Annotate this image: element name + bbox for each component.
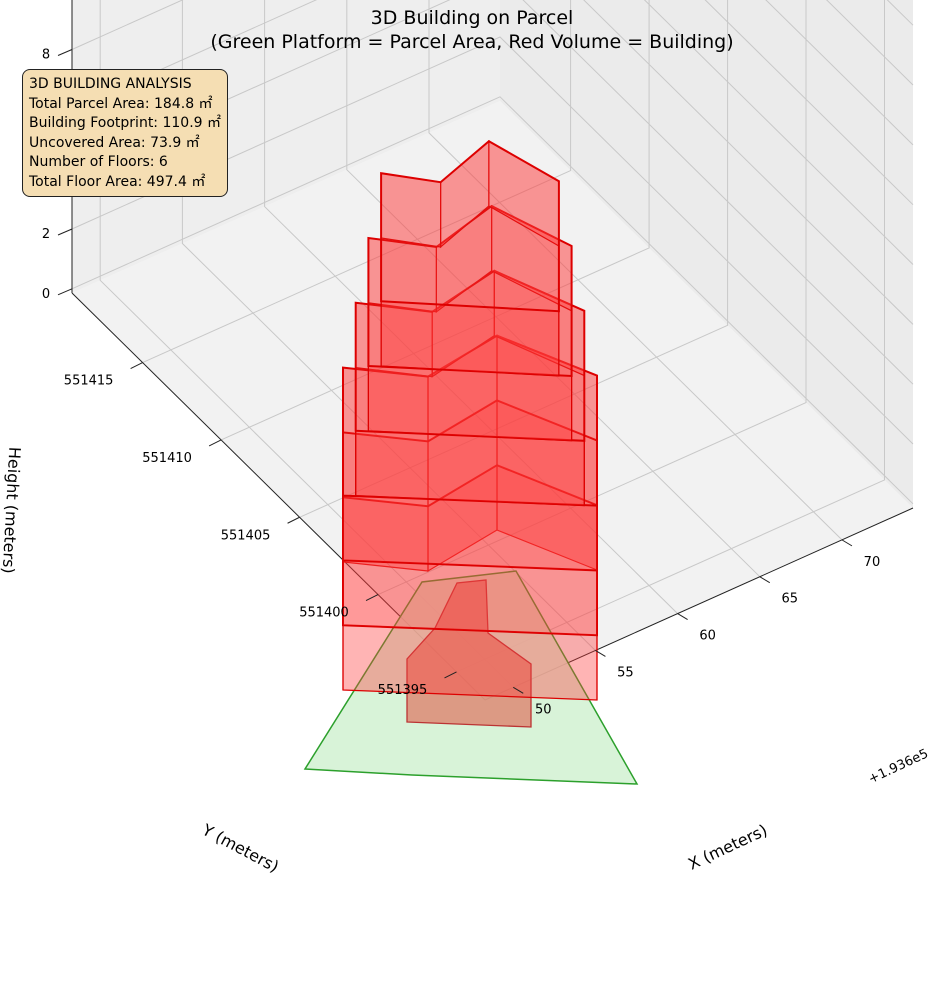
x-tick-label-3: 65 bbox=[782, 592, 799, 607]
chart-title: 3D Building on Parcel bbox=[370, 7, 574, 29]
z-grid-line-3 bbox=[71, 0, 914, 325]
x-tick-label-0: 50 bbox=[535, 702, 552, 717]
x-grid-line-0 bbox=[99, 0, 514, 688]
z-grid-line-0 bbox=[71, 96, 914, 505]
floor-3-wall-0 bbox=[342, 494, 598, 572]
floor-2-wall-0 bbox=[342, 559, 598, 636]
floor-6 bbox=[380, 139, 560, 377]
z-tick-mark-0 bbox=[57, 288, 73, 296]
info-uncovered-area: Uncovered Area: 73.9 ㎡ bbox=[29, 134, 200, 151]
y-tick-mark-3 bbox=[208, 439, 222, 447]
y-grid-line-0 bbox=[456, 0, 885, 673]
floor-5-slab bbox=[367, 204, 573, 378]
y-grid-line-4 bbox=[142, 0, 572, 364]
x-tick-mark-4 bbox=[841, 539, 853, 547]
floor-4 bbox=[354, 269, 586, 507]
floor-4-wall-0 bbox=[355, 430, 585, 507]
building-volume bbox=[342, 139, 598, 728]
x-offset-label: +1.936e5 bbox=[866, 746, 931, 787]
x-tick-mark-3 bbox=[759, 576, 771, 584]
info-floor-count: Number of Floors: 6 bbox=[29, 154, 168, 171]
x-grid-line-2 bbox=[264, 0, 678, 614]
x-tick-label-1: 55 bbox=[617, 665, 634, 680]
y-tick-label-3: 551410 bbox=[142, 451, 192, 466]
z-tick-mark-1 bbox=[57, 228, 73, 236]
info-building-footprint: Building Footprint: 110.9 ㎡ bbox=[29, 115, 222, 132]
x-tick-label-4: 70 bbox=[864, 555, 881, 570]
y-axis-label: Y (meters) bbox=[198, 820, 282, 877]
y-tick-mark-2 bbox=[287, 516, 300, 524]
y-tick-mark-4 bbox=[130, 362, 143, 370]
y-tick-label-2: 551405 bbox=[221, 528, 271, 543]
x-axis-label: X (meters) bbox=[685, 820, 770, 873]
y-tick-label-4: 551415 bbox=[64, 374, 114, 389]
info-heading: 3D BUILDING ANALYSIS bbox=[29, 76, 192, 92]
z-grid-line-6 bbox=[765, 0, 914, 146]
analysis-info-box: 3D BUILDING ANALYSIS Total Parcel Area: … bbox=[22, 69, 228, 197]
y-grid-line-2 bbox=[299, 0, 729, 518]
floor-1 bbox=[342, 464, 598, 701]
floor-6-slab bbox=[380, 139, 560, 313]
chart-title-block: 3D Building on Parcel (Green Platform = … bbox=[0, 6, 944, 54]
z-tick-label-5: 10 bbox=[38, 0, 55, 3]
z-grid-line-4 bbox=[71, 0, 914, 265]
info-total-floor-area: Total Floor Area: 497.4 ㎡ bbox=[29, 173, 206, 190]
x-tick-label-2: 60 bbox=[699, 629, 716, 644]
z-tick-label-0: 0 bbox=[42, 287, 50, 302]
floor-5-wall-0 bbox=[367, 365, 573, 442]
y-tick-label-1: 551400 bbox=[299, 606, 349, 621]
y-grid-line-3 bbox=[220, 0, 650, 441]
ground-floor-notch bbox=[406, 579, 532, 728]
floor-pane bbox=[72, 101, 913, 700]
y-grid-line-1 bbox=[377, 0, 807, 596]
y-tick-label-0: 551395 bbox=[378, 683, 428, 698]
floor-5 bbox=[367, 204, 573, 442]
x-grid-line-4 bbox=[428, 0, 843, 541]
grid-lines bbox=[71, 0, 914, 688]
x-grid-line-1 bbox=[181, 0, 596, 651]
y-tick-mark-1 bbox=[365, 594, 379, 602]
x-tick-mark-0 bbox=[512, 686, 524, 694]
x-tick-mark-2 bbox=[677, 613, 688, 621]
chart-subtitle: (Green Platform = Parcel Area, Red Volum… bbox=[210, 31, 734, 53]
right-back-pane bbox=[500, 0, 913, 508]
z-grid-line-5 bbox=[704, 0, 914, 206]
z-tick-mark-4 bbox=[57, 49, 73, 56]
z-tick-label-4: 8 bbox=[42, 48, 50, 63]
z-axis-label: Height (meters) bbox=[0, 446, 24, 574]
x-grid-line-3 bbox=[346, 0, 761, 578]
floor-6-wall-0 bbox=[380, 300, 560, 377]
floor-3-slab bbox=[342, 334, 598, 507]
x-tick-mark-1 bbox=[595, 650, 606, 657]
z-tick-label-1: 2 bbox=[42, 227, 50, 242]
info-parcel-area: Total Parcel Area: 184.8 ㎡ bbox=[29, 95, 213, 112]
axis-panes bbox=[72, 0, 913, 700]
floor-4-slab bbox=[354, 269, 586, 442]
y-tick-mark-0 bbox=[444, 671, 457, 679]
